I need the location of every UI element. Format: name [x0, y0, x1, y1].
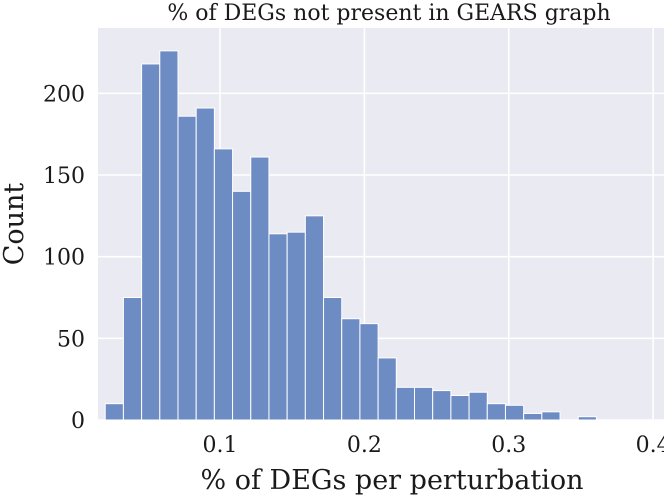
histogram-bar [304, 215, 325, 421]
histogram-bar [323, 297, 343, 421]
histogram-bar [250, 156, 270, 421]
histogram-bar [359, 323, 379, 421]
histogram-bar [432, 390, 452, 421]
histogram-bar [268, 233, 288, 421]
y-tick-label: 50 [57, 327, 85, 352]
chart-title: % of DEGs not present in GEARS graph [167, 1, 610, 26]
y-axis-label: Count [0, 183, 30, 266]
histogram-bar [232, 190, 252, 421]
y-tick-label: 200 [43, 82, 85, 107]
histogram-bar [413, 386, 434, 421]
histogram-bar [159, 50, 179, 421]
histogram-bars [104, 50, 597, 421]
histogram-bar [122, 297, 143, 421]
x-tick-label: 0.1 [203, 433, 238, 458]
histogram-bar [141, 63, 161, 421]
histogram-bar [468, 391, 488, 421]
histogram-bar [450, 395, 470, 421]
y-tick-label: 100 [43, 246, 85, 271]
histogram-bar [286, 231, 306, 421]
x-axis-label: % of DEGs per perturbation [200, 465, 583, 496]
histogram-bar [377, 357, 397, 421]
histogram-bar [523, 412, 543, 421]
histogram-bar [577, 416, 597, 421]
histogram-bar [541, 411, 561, 421]
histogram-bar [341, 318, 361, 421]
x-tick-label: 0.2 [347, 433, 382, 458]
histogram-bar [104, 403, 124, 421]
x-tick-label: 0.4 [636, 433, 664, 458]
y-tick-label: 0 [71, 409, 85, 434]
histogram-bar [195, 107, 215, 421]
histogram-bar [213, 148, 234, 421]
histogram-bar [504, 404, 525, 421]
x-tick-label: 0.3 [491, 433, 526, 458]
histogram-bar [486, 403, 506, 421]
tick-labels: 0.1 0.2 0.3 0.4 0 50 100 150 200 [43, 82, 664, 458]
histogram-bar [177, 115, 197, 421]
y-tick-label: 150 [43, 164, 85, 189]
histogram-bar [395, 386, 415, 421]
